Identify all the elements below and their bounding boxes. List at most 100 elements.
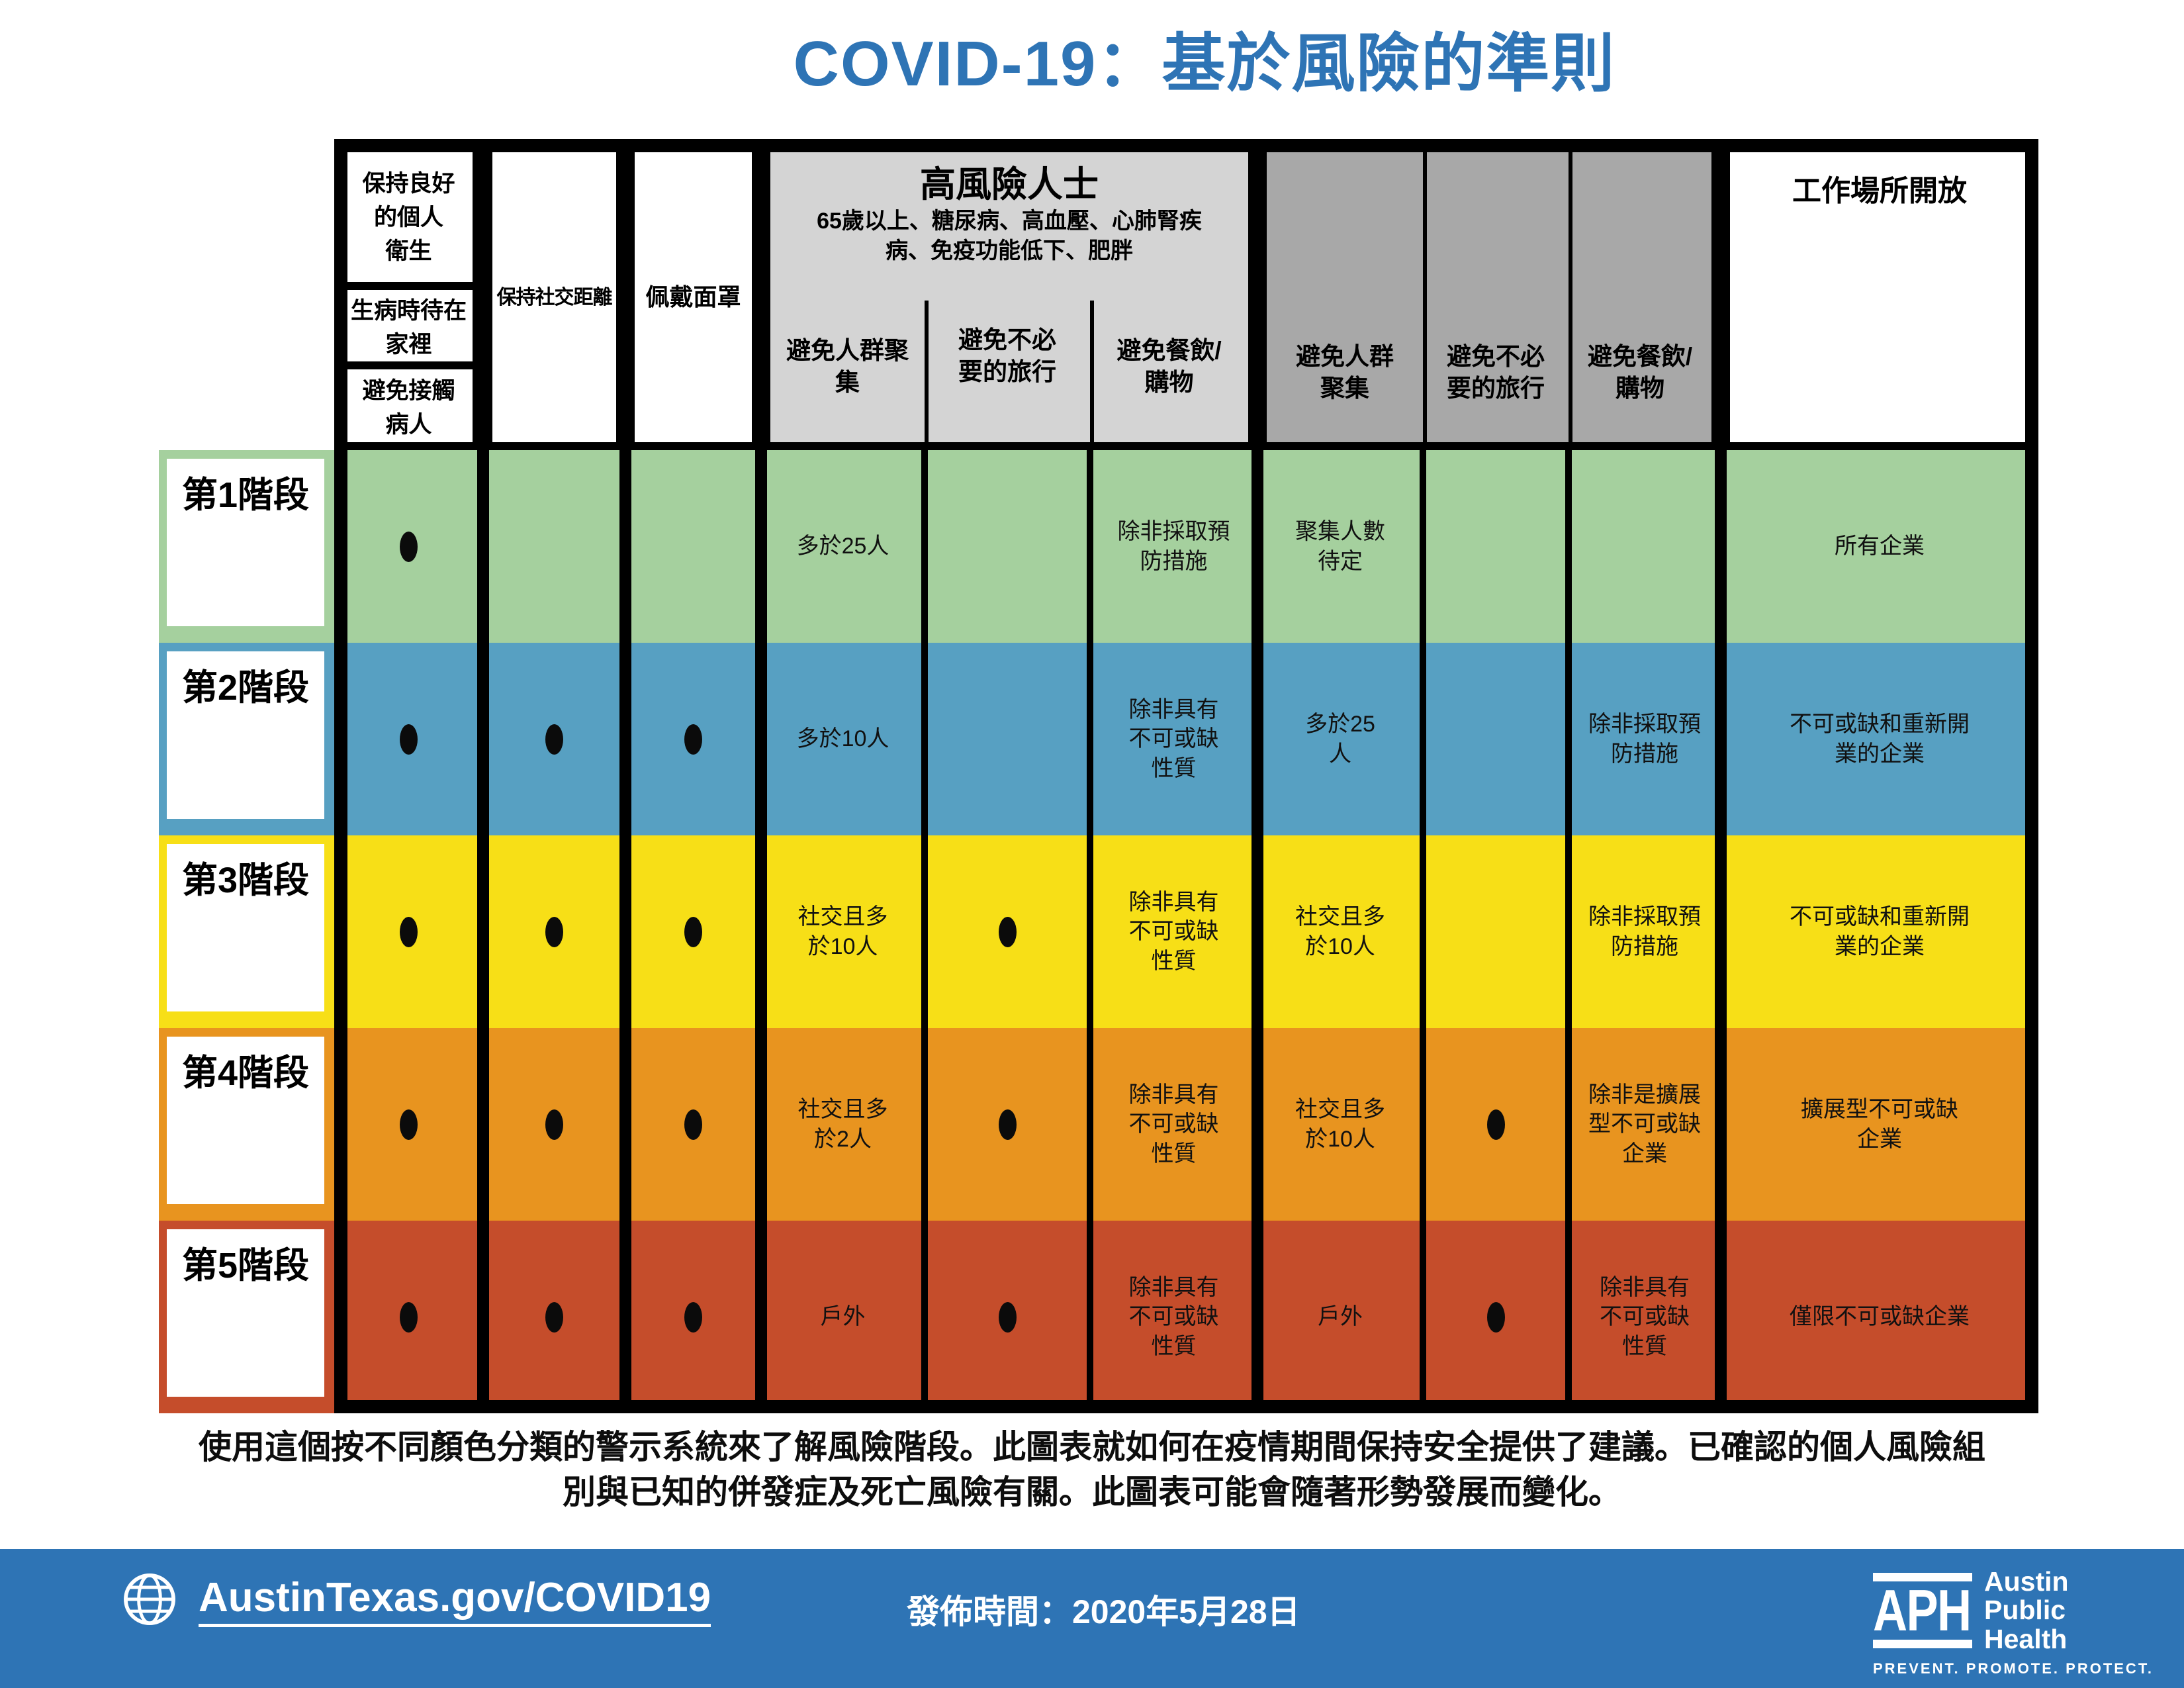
header-stay-home-when-sick: 生病時待在 家裡	[345, 290, 473, 361]
cell-workplace: 擴展型不可或缺 企業	[1801, 1097, 1958, 1152]
dot-icon	[545, 724, 563, 755]
dot-icon	[400, 531, 418, 562]
cell-distancing	[483, 835, 625, 1028]
explanatory-note: 使用這個按不同顏色分類的警示系統來了解風險階段。此圖表就如何在疫情期間保持安全提…	[199, 1429, 1985, 1511]
cell-workplace: 不可或缺和重新開 業的企業	[1790, 904, 1970, 959]
cell-gen-gatherings: 聚集人數 待定	[1295, 519, 1385, 574]
cell-hr-gatherings: 多於10人	[796, 726, 889, 752]
header-gen-avoid-dining: 避免餐飲/ 購物	[1587, 342, 1693, 402]
cell-hr-gatherings: 社交且多 於2人	[797, 1097, 888, 1152]
cell-hr-dining: 除非具有 不可或缺 性質	[1128, 697, 1219, 781]
cell-distancing	[483, 450, 625, 643]
dot-icon	[400, 724, 418, 755]
cell-workplace: 不可或缺和重新開 業的企業	[1790, 712, 1970, 767]
dot-icon	[545, 1109, 563, 1140]
high-risk-subtitle: 65歲以上、糖尿病、高血壓、心肺腎疾 病、免疫功能低下、肥胖	[817, 209, 1202, 263]
divider	[925, 301, 929, 442]
header-hr-avoid-travel: 避免不必 要的旅行	[958, 326, 1056, 385]
header-workplaces-open: 工作場所開放	[1792, 175, 1967, 207]
footer-bar: AustinTexas.gov/COVID19 發佈時間：2020年5月28日 …	[0, 1549, 2184, 1688]
stage-5-row: 第5階段 戶外 除非具有 不可或缺 性質 戶外 除非具有 不可或缺 性質 僅限不…	[159, 1221, 2038, 1413]
header-workplace-section: 工作場所開放	[1730, 148, 2029, 442]
cell-workplace: 僅限不可或缺企業	[1790, 1304, 1970, 1330]
cell-mask	[625, 835, 761, 1028]
logo-bar	[1873, 1639, 1972, 1648]
divider	[1090, 301, 1094, 442]
cell-hr-travel	[925, 1028, 1090, 1221]
cell-hr-gatherings: 多於25人	[796, 534, 889, 559]
logo-acronym: APH	[1873, 1577, 1972, 1644]
dot-icon	[684, 916, 702, 947]
dot-icon	[998, 1109, 1017, 1140]
header-hr-avoid-gatherings: 避免人群聚 集	[786, 336, 909, 396]
dot-icon	[400, 1109, 418, 1140]
cell-hygiene	[334, 1221, 483, 1413]
cell-gen-gatherings: 多於25 人	[1305, 712, 1375, 767]
covid-website-link[interactable]: AustinTexas.gov/COVID19	[199, 1574, 711, 1627]
cell-gen-gatherings: 社交且多 於10人	[1295, 904, 1385, 959]
header-social-distancing: 保持社交距離	[492, 148, 616, 442]
cell-gen-travel	[1423, 450, 1569, 643]
cell-hr-gatherings: 戶外	[820, 1304, 866, 1330]
divider	[1423, 148, 1427, 442]
header-gen-avoid-gatherings: 避免人群 聚集	[1296, 342, 1394, 402]
logo-name: Austin Public Health	[1984, 1566, 2069, 1654]
header-personal-hygiene: 保持良好 的個人 衛生	[345, 148, 473, 282]
cell-gen-travel	[1423, 835, 1569, 1028]
cell-gen-dining: 除非具有 不可或缺 性質	[1600, 1275, 1690, 1359]
cell-hr-dining: 除非具有 不可或缺 性質	[1128, 1275, 1219, 1359]
cell-distancing	[483, 1028, 625, 1221]
cell-workplace: 所有企業	[1835, 534, 1925, 559]
cell-mask	[625, 1028, 761, 1221]
header-hr-avoid-dining: 避免餐飲/ 購物	[1116, 336, 1222, 396]
cell-hr-dining: 除非具有 不可或缺 性質	[1128, 890, 1219, 974]
dot-icon	[400, 916, 418, 947]
stage-1-row: 第1階段 多於25人 除非採取預 防措施 聚集人數 待定 所有企業	[159, 450, 2038, 643]
header-avoid-contact-with-sick: 避免接觸 病人	[345, 369, 473, 442]
dot-icon	[998, 916, 1017, 947]
table-header: 保持良好 的個人 衛生 生病時待在 家裡 避免接觸 病人 保持社交距離 佩戴面罩…	[334, 139, 2038, 450]
page-title: COVID-19：基於風險的準則	[793, 28, 1616, 99]
published-date: 發佈時間：2020年5月28日	[907, 1593, 1300, 1630]
cell-gen-gatherings: 社交且多 於10人	[1295, 1097, 1385, 1152]
dot-icon	[1486, 1301, 1505, 1333]
cell-hygiene	[334, 643, 483, 835]
aph-logo: APH Austin Public Health PREVENT. PROMOT…	[1873, 1566, 2152, 1677]
dot-icon	[545, 1301, 563, 1333]
cell-gen-dining: 除非採取預 防措施	[1588, 904, 1701, 959]
cell-mask	[625, 643, 761, 835]
cell-mask	[625, 1221, 761, 1413]
stage-4-label: 第4階段	[167, 1037, 324, 1204]
cell-gen-dining: 除非是擴展 型不可或缺 企業	[1588, 1082, 1701, 1166]
cell-gen-dining	[1569, 450, 1721, 643]
cell-hygiene	[334, 835, 483, 1028]
dot-icon	[684, 724, 702, 755]
dot-icon	[684, 1109, 702, 1140]
cell-gen-gatherings: 戶外	[1318, 1304, 1363, 1330]
cell-hygiene	[334, 1028, 483, 1221]
cell-hr-dining: 除非具有 不可或缺 性質	[1128, 1082, 1219, 1166]
cell-gen-travel	[1423, 1221, 1569, 1413]
cell-gen-travel	[1423, 1028, 1569, 1221]
high-risk-title: 高風險人士	[920, 165, 1099, 205]
cell-distancing	[483, 1221, 625, 1413]
divider	[1569, 148, 1572, 442]
dot-icon	[998, 1301, 1017, 1333]
cell-gen-dining: 除非採取預 防措施	[1588, 712, 1701, 767]
stage-1-label: 第1階段	[167, 459, 324, 626]
cell-mask	[625, 450, 761, 643]
cell-gen-travel	[1423, 643, 1569, 835]
header-face-covering: 佩戴面罩	[635, 148, 752, 442]
cell-hr-gatherings: 社交且多 於10人	[797, 904, 888, 959]
stage-5-label: 第5階段	[167, 1229, 324, 1397]
header-gen-avoid-travel: 避免不必 要的旅行	[1447, 342, 1545, 402]
dot-icon	[1486, 1109, 1505, 1140]
cell-distancing	[483, 643, 625, 835]
stage-2-label: 第2階段	[167, 651, 324, 819]
cell-hr-travel	[925, 1221, 1090, 1413]
header-high-risk-section: 高風險人士 65歲以上、糖尿病、高血壓、心肺腎疾 病、免疫功能低下、肥胖 避免人…	[770, 148, 1248, 442]
dot-icon	[400, 1301, 418, 1333]
dot-icon	[545, 916, 563, 947]
cell-hr-travel	[925, 450, 1090, 643]
stage-3-label: 第3階段	[167, 844, 324, 1011]
